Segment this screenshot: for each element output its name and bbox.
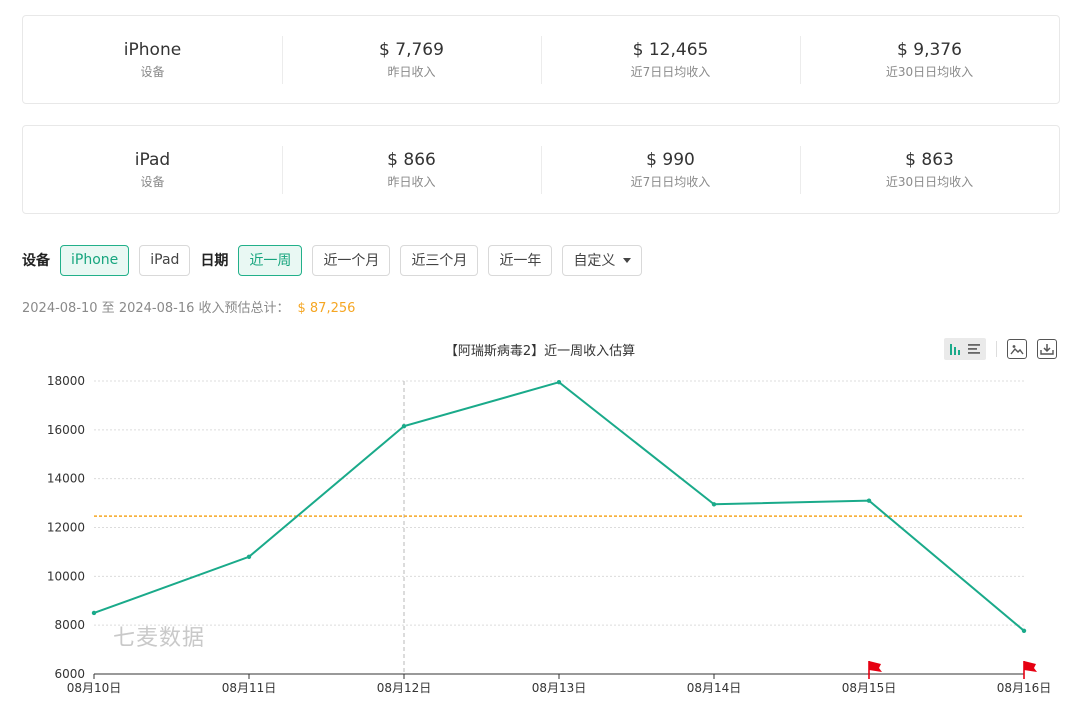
data-point xyxy=(246,554,252,559)
chart-toolbar xyxy=(944,338,1057,360)
ipad-stat-card: iPad 设备 $ 866 昨日收入 $ 990 近7日日均收入 $ 863 近… xyxy=(22,125,1060,214)
revenue-line-chart: 6000 8000 10000 12000 14000 16000 18000 08月10日 0… xyxy=(47,374,1052,695)
avg7-label: 近7日日均收入 xyxy=(630,64,711,79)
y-tick-label: 14000 xyxy=(47,472,85,486)
x-tick-label: 08月11日 xyxy=(222,681,277,695)
x-tick-label: 08月15日 xyxy=(842,681,897,695)
download-icon[interactable] xyxy=(1037,339,1057,359)
list-icon[interactable] xyxy=(965,340,983,358)
avg30-label: 近30日日均收入 xyxy=(885,174,974,189)
flag-icon xyxy=(869,661,882,672)
iphone-stat-card: iPhone 设备 $ 7,769 昨日收入 $ 12,465 近7日日均收入 … xyxy=(22,15,1060,104)
device-cell: iPad 设备 xyxy=(23,146,282,194)
yesterday-label: 昨日收入 xyxy=(387,64,436,79)
device-name: iPhone xyxy=(123,39,182,60)
device-cell: iPhone 设备 xyxy=(23,36,282,84)
avg7-revenue: $ 12,465 xyxy=(632,39,709,60)
chart-type-switch xyxy=(944,338,986,360)
data-point xyxy=(91,610,97,616)
avg30-label: 近30日日均收入 xyxy=(885,64,974,79)
data-point xyxy=(556,380,562,385)
device-label: 设备 xyxy=(140,64,165,79)
avg30-cell: $ 863 近30日日均收入 xyxy=(800,145,1059,194)
revenue-summary: 2024-08-10 至 2024-08-16 收入预估总计： $ 87,256 xyxy=(22,297,355,316)
caret-down-icon xyxy=(623,257,632,263)
custom-date-label: 自定义 xyxy=(573,253,616,269)
chart-title: 【阿瑞斯病毒2】近一周收入估算 xyxy=(444,344,636,359)
y-tick-label: 18000 xyxy=(47,374,85,388)
filter-row: 设备 iPhone iPad 日期 近一周 近一个月 近三个月 近一年 自定义 xyxy=(22,244,652,276)
x-tick-label: 08月16日 xyxy=(997,681,1052,695)
device-name: iPad xyxy=(134,149,171,170)
avg30-cell: $ 9,376 近30日日均收入 xyxy=(800,35,1059,84)
y-tick-label: 6000 xyxy=(54,667,85,681)
y-tick-label: 16000 xyxy=(47,423,85,437)
flag-icon xyxy=(1024,661,1037,672)
summary-total: $ 87,256 xyxy=(297,301,356,316)
yesterday-revenue: $ 7,769 xyxy=(379,39,444,60)
date-option-year[interactable]: 近一年 xyxy=(488,244,553,276)
custom-date-dropdown[interactable]: 自定义 xyxy=(562,244,643,276)
watermark: 七麦数据 xyxy=(113,626,206,651)
yesterday-cell: $ 866 昨日收入 xyxy=(282,145,541,194)
date-option-month[interactable]: 近一个月 xyxy=(312,244,391,276)
device-option-ipad[interactable]: iPad xyxy=(139,244,191,276)
date-option-week[interactable]: 近一周 xyxy=(238,244,303,276)
image-icon[interactable] xyxy=(1007,339,1027,359)
data-point xyxy=(866,498,872,503)
x-tick-label: 08月14日 xyxy=(687,681,742,695)
y-tick-label: 12000 xyxy=(47,521,85,535)
date-option-three-months[interactable]: 近三个月 xyxy=(400,244,479,276)
x-tick-label: 08月13日 xyxy=(532,681,587,695)
series-line xyxy=(93,381,1025,632)
yesterday-revenue: $ 866 xyxy=(387,149,436,170)
date-filter-title: 日期 xyxy=(200,253,229,269)
data-point xyxy=(401,423,407,429)
device-filter-title: 设备 xyxy=(22,253,50,269)
x-tick-label: 08月12日 xyxy=(377,681,432,695)
x-tick-label: 08月10日 xyxy=(67,681,122,695)
device-label: 设备 xyxy=(140,174,165,189)
avg7-cell: $ 990 近7日日均收入 xyxy=(541,145,800,194)
avg7-revenue: $ 990 xyxy=(646,149,695,170)
y-tick-label: 10000 xyxy=(47,569,85,583)
device-option-iphone[interactable]: iPhone xyxy=(60,244,130,276)
yesterday-cell: $ 7,769 昨日收入 xyxy=(282,35,541,84)
data-point xyxy=(1021,628,1027,634)
yesterday-label: 昨日收入 xyxy=(387,174,436,189)
avg7-label: 近7日日均收入 xyxy=(630,174,711,189)
avg7-cell: $ 12,465 近7日日均收入 xyxy=(541,35,800,84)
avg30-revenue: $ 9,376 xyxy=(897,39,962,60)
data-point xyxy=(711,502,717,507)
bar-chart-icon[interactable] xyxy=(947,340,965,358)
y-tick-label: 8000 xyxy=(54,618,85,632)
toolbar-divider xyxy=(996,341,997,357)
avg30-revenue: $ 863 xyxy=(905,149,954,170)
summary-range: 2024-08-10 至 2024-08-16 收入预估总计： xyxy=(22,301,290,316)
